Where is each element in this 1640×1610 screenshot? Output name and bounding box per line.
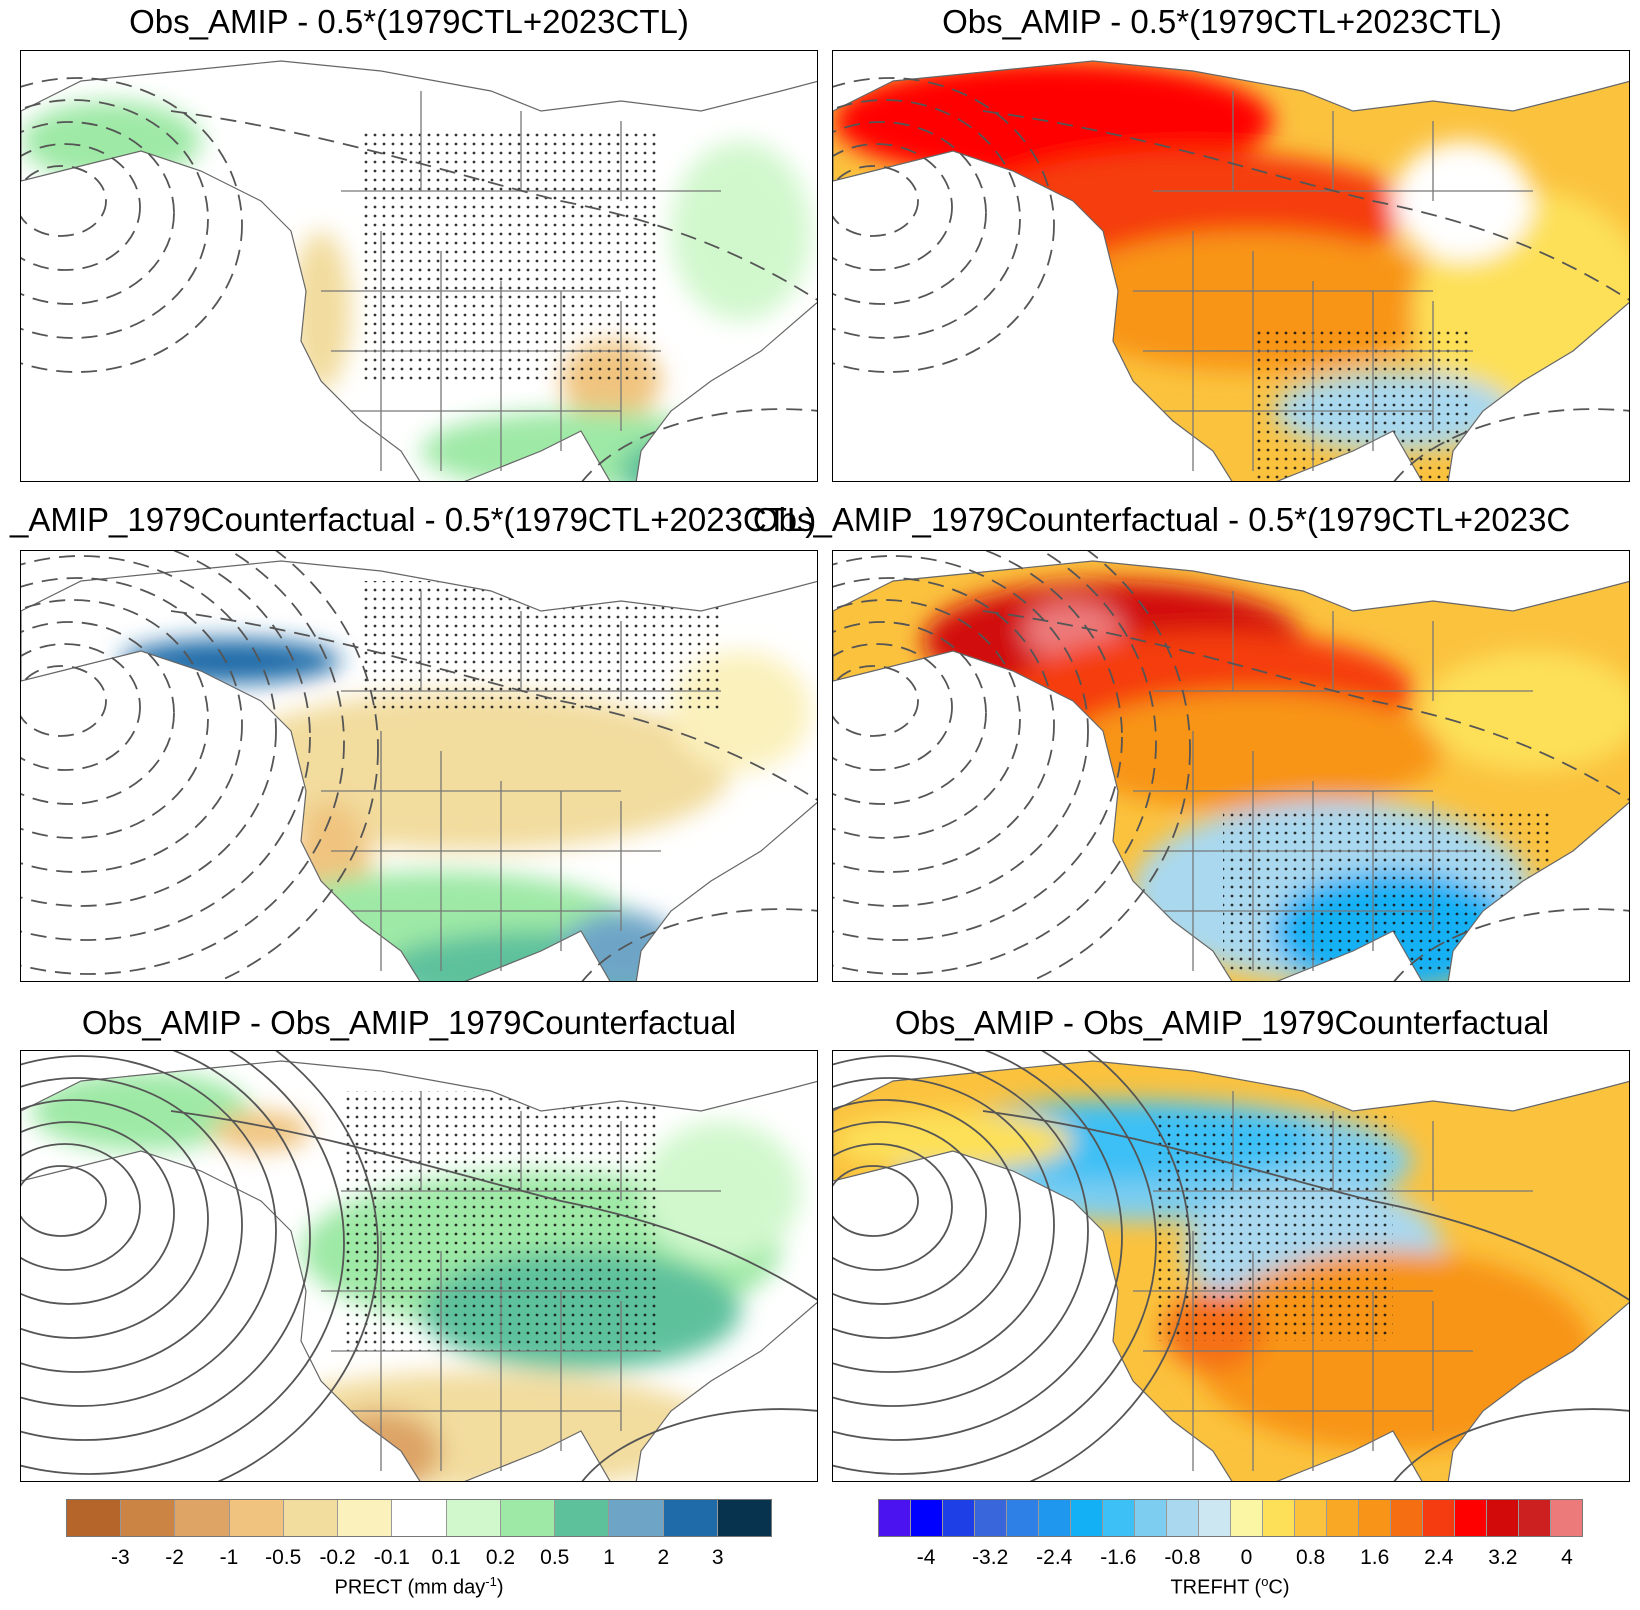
temp-tick-label: 1.6 <box>1360 1546 1390 1569</box>
temp-swatch <box>1167 1500 1199 1536</box>
precip-tick-label: -3 <box>110 1546 130 1569</box>
precip-swatch <box>500 1500 556 1536</box>
temp-tick-label: 3.2 <box>1488 1546 1518 1569</box>
precip-swatch <box>175 1500 230 1536</box>
title-temp-obs-minus-ctl: Obs_AMIP - 0.5*(1979CTL+2023CTL) <box>942 3 1502 40</box>
temp-swatch <box>1359 1500 1391 1536</box>
temp-tick-label: -3.2 <box>972 1546 1009 1569</box>
temp-swatch <box>943 1500 975 1536</box>
temp-colorbar-swatches <box>878 1499 1583 1537</box>
temp-swatch <box>911 1500 943 1536</box>
temp-tick-label: 0 <box>1240 1546 1253 1569</box>
temp-tick-label: 0.8 <box>1296 1546 1326 1569</box>
temp-swatch <box>1455 1500 1487 1536</box>
contour-lines <box>833 77 1629 481</box>
precip-swatch <box>338 1500 393 1536</box>
temp-swatch <box>1519 1500 1551 1536</box>
title-precip-obs-minus-counterfactual: Obs_AMIP - Obs_AMIP_1979Counterfactual <box>81 1004 737 1041</box>
precip-colorbar-swatches <box>66 1499 772 1537</box>
title-temp-obs-minus-counterfactual: Obs_AMIP - Obs_AMIP_1979Counterfactual <box>894 1004 1550 1041</box>
precip-swatch <box>717 1500 772 1536</box>
contour-lines <box>21 77 817 481</box>
precip-swatch <box>67 1500 122 1536</box>
map-panel-temp-row1 <box>832 50 1630 482</box>
temp-swatch <box>1487 1500 1519 1536</box>
map-panel-temp-row2 <box>832 550 1630 982</box>
precip-swatch <box>555 1500 610 1536</box>
temp-tick-label: 2.4 <box>1424 1546 1454 1569</box>
temp-swatch <box>879 1500 911 1536</box>
precip-tick-label: 1 <box>603 1546 615 1569</box>
temp-swatch <box>1551 1500 1582 1536</box>
precip-tick-label: 2 <box>657 1546 670 1569</box>
title-precip-obs-minus-ctl: Obs_AMIP - 0.5*(1979CTL+2023CTL) <box>129 3 689 40</box>
map-panel-precip-row1 <box>20 50 818 482</box>
temp-tick-label: 4 <box>1561 1546 1573 1569</box>
temp-swatch <box>1071 1500 1103 1536</box>
precip-tick-label: -1 <box>219 1546 239 1569</box>
temp-colorbar-label: TREFHT (oC) <box>1170 1574 1290 1599</box>
temp-tick-label: -2.4 <box>1036 1546 1073 1569</box>
precip-swatch <box>121 1500 176 1536</box>
precip-tick-label: 3 <box>711 1546 724 1569</box>
temp-swatch <box>1199 1500 1231 1536</box>
temp-swatch <box>1103 1500 1135 1536</box>
shaded-field <box>21 1061 817 1481</box>
precip-tick-label: 0.2 <box>485 1546 516 1569</box>
precip-swatch <box>283 1500 339 1536</box>
contour-lines <box>21 551 817 981</box>
shaded-field <box>21 61 817 481</box>
map-panel-precip-row2 <box>20 550 818 982</box>
precip-tick-label: 0.5 <box>540 1546 570 1569</box>
precip-colorbar-label: PRECT (mm day-1) <box>334 1574 504 1599</box>
temp-swatch <box>975 1500 1007 1536</box>
temp-swatch <box>1135 1500 1167 1536</box>
precip-swatch <box>446 1500 501 1536</box>
precip-swatch <box>609 1500 664 1536</box>
title-temp-counterfactual-minus-ctl: Obs_AMIP_1979Counterfactual - 0.5*(1979C… <box>753 501 1571 538</box>
temp-swatch <box>1263 1500 1295 1536</box>
shaded-field <box>833 61 1629 481</box>
shaded-field <box>833 561 1629 981</box>
temp-tick-label: -1.6 <box>1100 1546 1137 1569</box>
temp-tick-label: -0.8 <box>1164 1546 1201 1569</box>
precip-swatch <box>229 1500 284 1536</box>
temp-swatch <box>1007 1500 1039 1536</box>
precip-tick-label: -0.5 <box>265 1546 302 1569</box>
temp-swatch <box>1327 1500 1359 1536</box>
precip-tick-label: -2 <box>165 1546 184 1569</box>
shaded-field <box>21 561 817 981</box>
precip-swatch <box>663 1500 718 1536</box>
precip-swatch <box>392 1500 447 1536</box>
temp-swatch <box>1039 1500 1071 1536</box>
temp-swatch <box>1391 1500 1423 1536</box>
precip-tick-label: 0.1 <box>431 1546 461 1569</box>
title-precip-counterfactual-minus-ctl: _AMIP_1979Counterfactual - 0.5*(1979CTL+… <box>10 501 817 538</box>
temp-swatch <box>1231 1500 1263 1536</box>
precip-tick-label: -0.1 <box>373 1546 410 1569</box>
map-panel-precip-row3 <box>20 1050 818 1482</box>
map-panel-temp-row3 <box>832 1050 1630 1482</box>
contour-lines <box>21 1051 817 1481</box>
contour-lines <box>833 1051 1629 1481</box>
contour-lines <box>833 551 1629 981</box>
temp-swatch <box>1423 1500 1455 1536</box>
temp-tick-label: -4 <box>916 1546 936 1569</box>
precip-tick-label: -0.2 <box>319 1546 356 1569</box>
temp-swatch <box>1295 1500 1327 1536</box>
